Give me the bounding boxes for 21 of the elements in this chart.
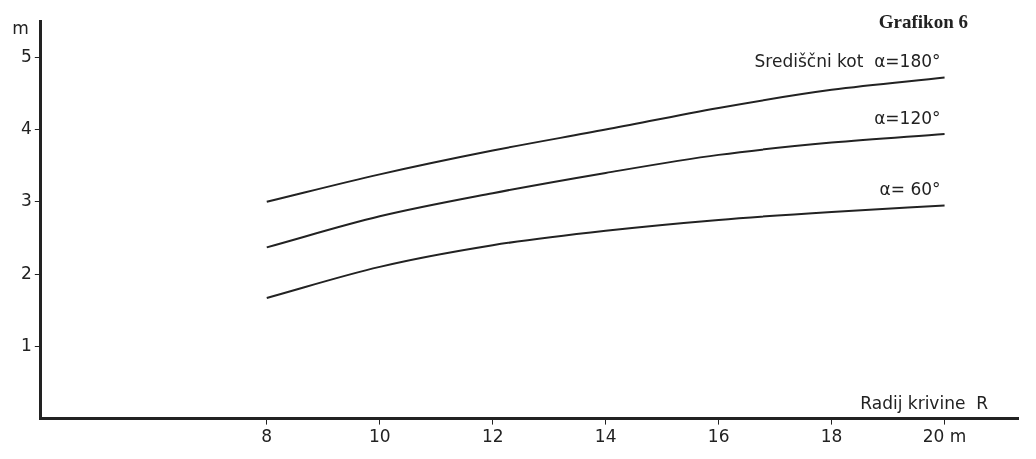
x-tick-label: 12 (481, 426, 504, 447)
line-series (265, 132, 946, 249)
x-tick-label: 16 (707, 426, 730, 447)
x-tick-label: 14 (594, 426, 617, 447)
y-tick-label: 3 (20, 190, 32, 211)
x-tick-label: 10 (368, 426, 391, 447)
series-label: α= 60° (879, 179, 941, 200)
series-label: Središčni kot α=180° (754, 51, 941, 72)
line-series (265, 204, 946, 299)
series-label: α=120° (874, 107, 941, 128)
y-tick-label: 5 (20, 45, 32, 66)
y-axis-title: m (12, 17, 29, 38)
x-tick-label: 18 (820, 426, 843, 447)
y-tick-label: 2 (20, 262, 32, 283)
x-axis-title: Radij krivine R (860, 392, 989, 413)
y-tick-label: 1 (20, 334, 32, 355)
x-tick-label: 20 m (922, 426, 967, 447)
chart-title: Grafikon 6 (878, 11, 968, 33)
y-tick-label: 4 (20, 118, 32, 138)
x-tick-label: 8 (261, 426, 273, 447)
line-series (265, 76, 946, 203)
